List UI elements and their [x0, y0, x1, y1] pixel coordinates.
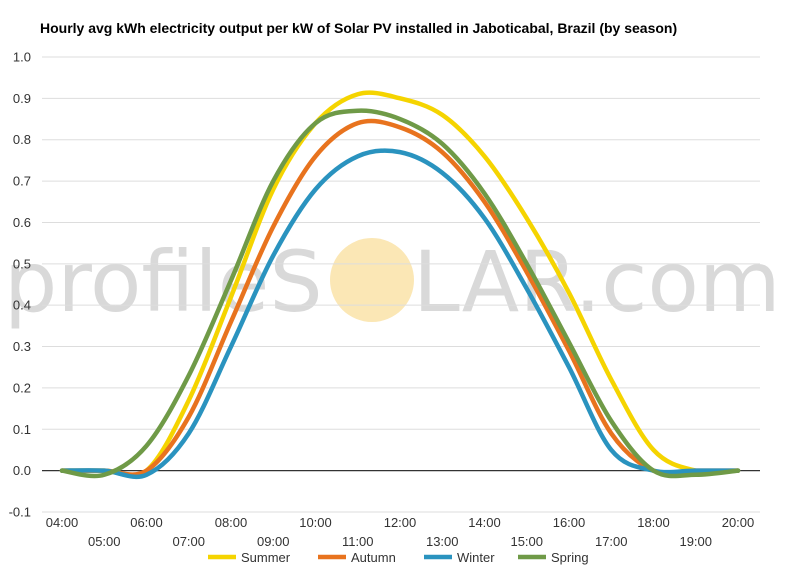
x-tick-label: 04:00	[46, 515, 79, 530]
legend-item-spring: Spring	[518, 550, 589, 565]
watermark-sun	[330, 238, 414, 322]
x-tick-label: 10:00	[299, 515, 332, 530]
legend-item-autumn: Autumn	[318, 550, 396, 565]
x-tick-label: 16:00	[553, 515, 586, 530]
x-tick-label: 18:00	[637, 515, 670, 530]
legend-label: Winter	[457, 550, 495, 565]
y-tick-label: 0.1	[13, 422, 31, 437]
legend: Summer Autumn Winter Spring	[208, 550, 589, 565]
series-line-summer	[59, 90, 741, 479]
x-tick-label: 13:00	[426, 534, 459, 549]
y-tick-label: 0.3	[13, 339, 31, 354]
x-tick-label: 19:00	[679, 534, 712, 549]
x-tick-label: 12:00	[384, 515, 417, 530]
legend-label: Summer	[241, 550, 291, 565]
watermark: profileS LAR.com	[4, 233, 781, 331]
legend-label: Spring	[551, 550, 589, 565]
legend-item-summer: Summer	[208, 550, 291, 565]
x-tick-label: 09:00	[257, 534, 290, 549]
legend-label: Autumn	[351, 550, 396, 565]
x-axis-ticks: 04:00 05:00 06:00 07:00 08:00 09:00 10:00 11:00…	[46, 515, 755, 549]
series-line-winter	[59, 148, 741, 480]
y-tick-label: 0.2	[13, 380, 31, 395]
x-tick-label: 20:00	[722, 515, 755, 530]
y-tick-label: -0.1	[9, 505, 31, 520]
x-tick-label: 06:00	[130, 515, 163, 530]
x-tick-label: 17:00	[595, 534, 628, 549]
watermark-left: profileS	[4, 233, 323, 331]
x-tick-label: 05:00	[88, 534, 121, 549]
legend-item-winter: Winter	[424, 550, 495, 565]
y-tick-label: 0.4	[13, 298, 31, 313]
y-tick-label: 0.9	[13, 91, 31, 106]
x-tick-label: 11:00	[342, 534, 374, 549]
chart-title: Hourly avg kWh electricity output per kW…	[40, 20, 677, 36]
x-tick-label: 14:00	[468, 515, 501, 530]
x-tick-label: 08:00	[215, 515, 248, 530]
y-tick-label: 0.7	[13, 174, 31, 189]
y-axis-ticks: 1.0 0.9 0.8 0.7 0.6 0.5 0.4 0.3 0.2 0.1 0.0 -0.1	[9, 50, 31, 520]
y-tick-label: 0.5	[13, 256, 31, 271]
series-line-autumn	[59, 118, 741, 477]
y-tick-label: 0.6	[13, 215, 31, 230]
y-tick-label: 0.0	[13, 463, 31, 478]
series-line-spring	[59, 108, 741, 479]
watermark-right: LAR.com	[413, 233, 781, 331]
y-tick-label: 0.8	[13, 132, 31, 147]
series-lines	[59, 90, 741, 480]
y-tick-label: 1.0	[13, 50, 31, 65]
x-tick-label: 15:00	[510, 534, 543, 549]
x-tick-label: 07:00	[172, 534, 205, 549]
